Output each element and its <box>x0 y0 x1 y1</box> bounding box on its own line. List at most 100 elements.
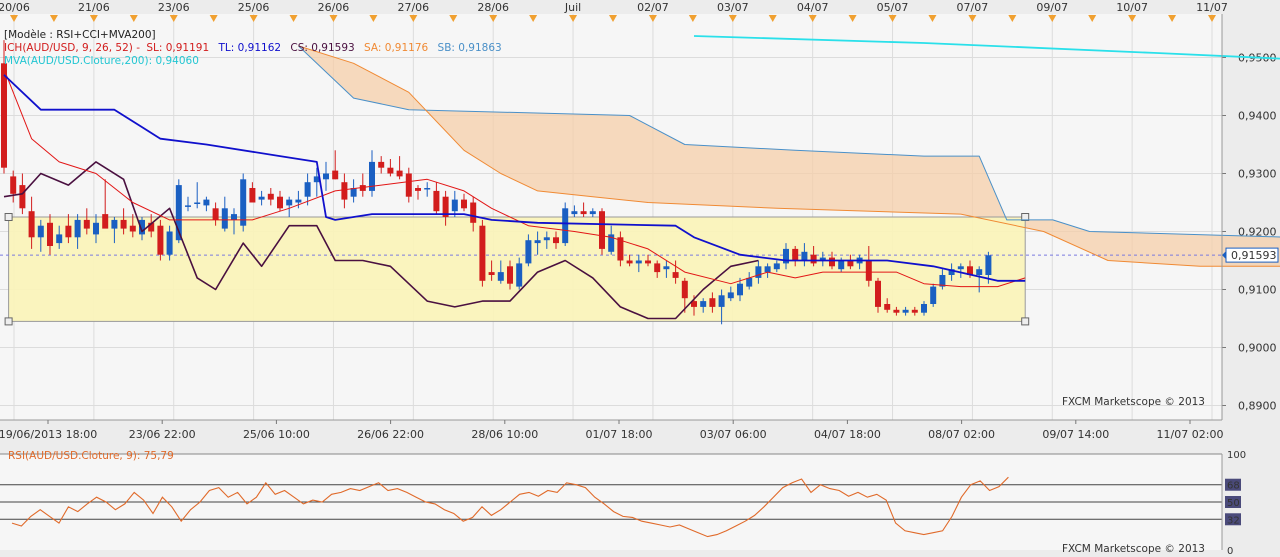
candle-body <box>405 173 412 197</box>
candle-body <box>65 225 72 238</box>
rsi-line <box>11 476 1009 538</box>
model-label: [Modèle : RSI+CCI+MVA200] <box>4 29 156 41</box>
candle-body <box>83 219 90 229</box>
mva-legend: MVA(AUD/USD.Cloture,200): 0,94060 <box>4 55 199 67</box>
event-marker <box>609 15 617 22</box>
candle-body <box>737 283 743 296</box>
candle-body <box>819 257 826 261</box>
candle-body <box>764 266 771 273</box>
candle-body <box>810 254 817 264</box>
event-marker <box>89 15 98 22</box>
sa-value: SA: 0,91176 <box>364 42 429 54</box>
candle-body <box>148 222 155 232</box>
candle-body <box>221 208 228 229</box>
candle-body <box>534 240 541 244</box>
top-date-label: 20/06 <box>0 1 30 14</box>
event-marker <box>449 15 458 22</box>
candle-body <box>369 161 375 191</box>
candle-body <box>525 240 532 264</box>
candle-body <box>424 188 431 190</box>
rsi-legend: RSI(AUD/USD.Cloture, 9): 75,79 <box>8 450 174 462</box>
top-date-label: 03/07 <box>717 1 749 14</box>
candle-body <box>985 255 992 275</box>
rsi-panel[interactable]: 100 68 50 32 0 <box>0 448 1280 557</box>
top-date-label: 21/06 <box>78 1 110 14</box>
sb-value: SB: 0,91863 <box>437 42 502 54</box>
event-marker <box>1208 15 1216 22</box>
bottom-date-label: 26/06 22:00 <box>357 428 424 441</box>
candle-body <box>166 231 173 255</box>
candle-body <box>847 260 854 267</box>
bottom-date-label: 09/07 14:00 <box>1042 428 1109 441</box>
sl-value: SL: 0,91191 <box>146 42 210 54</box>
candle-body <box>967 266 973 275</box>
event-marker <box>968 15 977 22</box>
kijun-sen-line <box>3 74 1026 282</box>
top-axis-band <box>0 0 1280 14</box>
top-date-label: 23/06 <box>158 1 190 14</box>
top-date-label: 26/06 <box>318 1 350 14</box>
senkou-span-b-line <box>298 45 1280 238</box>
candle-body <box>691 301 697 307</box>
candle-body <box>727 292 734 299</box>
event-marker <box>1048 15 1057 22</box>
price-axis-band <box>1222 14 1280 420</box>
candle-body <box>93 222 99 235</box>
candle-body <box>313 176 320 183</box>
candle-body <box>102 214 109 229</box>
bottom-date-label: 03/07 06:00 <box>700 428 767 441</box>
chikou-span-line <box>3 161 759 320</box>
candle-body <box>488 272 495 275</box>
candle-body <box>387 167 394 174</box>
event-marker <box>848 15 857 22</box>
rectangle-handle <box>1021 317 1030 326</box>
candle-body <box>497 272 504 281</box>
candle-body <box>635 260 642 264</box>
candle-body <box>10 176 17 194</box>
candle-body <box>442 196 449 217</box>
candle-body <box>277 196 283 209</box>
candle-body <box>921 304 927 313</box>
event-marker <box>209 15 218 22</box>
y-tick-label: 0,9400 <box>1238 110 1277 123</box>
event-marker <box>1128 15 1137 22</box>
candle-body <box>249 188 256 203</box>
candle-body <box>286 199 293 206</box>
top-date-label: 07/07 <box>957 1 989 14</box>
top-date-label: 04/07 <box>797 1 829 14</box>
candle-body <box>792 248 799 261</box>
candle-body <box>267 193 274 200</box>
candle-body <box>939 275 946 287</box>
event-marker <box>648 15 657 22</box>
candle-body <box>19 185 26 209</box>
y-tick-label: 0,8900 <box>1238 400 1277 413</box>
candle-body <box>626 260 633 264</box>
tl-value: TL: 0,91162 <box>218 42 282 54</box>
candle-body <box>543 237 550 241</box>
candle-body <box>783 248 789 264</box>
tenkan-sen-line <box>3 68 1026 288</box>
candle-body <box>884 304 891 310</box>
candle-body <box>599 211 605 249</box>
y-tick-label: 0,9000 <box>1238 342 1277 355</box>
candle-body <box>700 301 707 307</box>
senkou-span-a-line <box>298 45 1280 267</box>
main-price-chart[interactable]: 0,95000,94000,93000,92000,91000,90000,89… <box>0 0 1280 448</box>
top-date-label: 11/07 <box>1196 1 1228 14</box>
event-marker <box>169 15 178 22</box>
bottom-axis-band <box>0 420 1280 448</box>
candle-body <box>111 219 118 229</box>
candle-body <box>672 272 679 278</box>
candle-body <box>350 188 357 197</box>
rsi-tick-label: 32 <box>1227 515 1240 526</box>
candle-body <box>415 188 421 191</box>
rsi-tick-label: 50 <box>1227 498 1240 509</box>
ichimoku-cloud <box>298 45 1280 267</box>
candle-body <box>654 263 661 273</box>
candle-body <box>718 295 725 307</box>
candle-body <box>829 257 835 267</box>
event-marker <box>249 15 258 22</box>
rectangle-handle <box>1021 213 1030 221</box>
candle-body <box>194 202 201 204</box>
event-marker <box>529 15 538 22</box>
